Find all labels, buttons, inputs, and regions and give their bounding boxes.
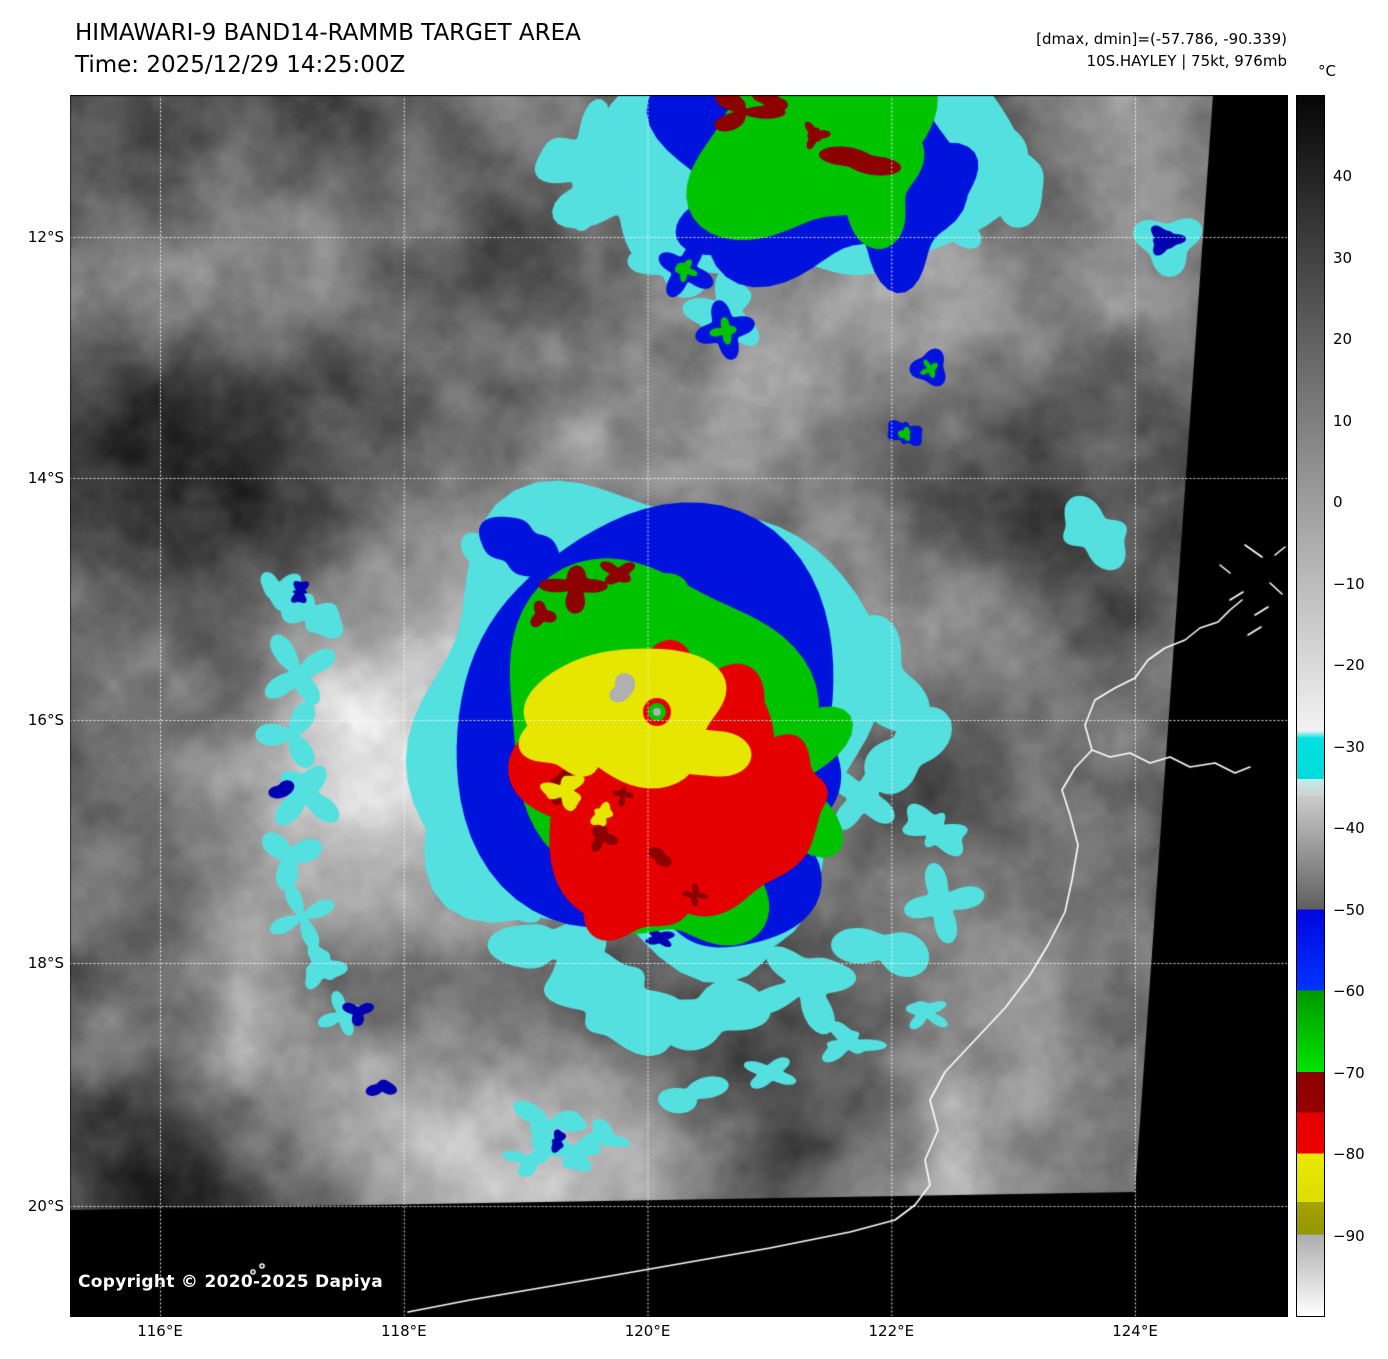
- header-info: [dmax, dmin]=(-57.786, -90.339) 10S.HAYL…: [1036, 28, 1287, 72]
- lat-tick-label: 20°S: [27, 1197, 64, 1215]
- lon-tick-label: 120°E: [624, 1322, 671, 1340]
- colorbar-tick-label: −40: [1333, 819, 1365, 838]
- colorbar-tick-label: 0: [1333, 493, 1343, 512]
- colorbar-tick-label: −20: [1333, 656, 1365, 675]
- colorbar-tick-label: −90: [1333, 1226, 1365, 1245]
- lon-tick-label: 122°E: [868, 1322, 915, 1340]
- colorbar-tick-label: 40: [1333, 167, 1353, 186]
- lon-tick-label: 124°E: [1112, 1322, 1158, 1340]
- colorbar: [1296, 95, 1325, 1317]
- colorbar-tick-label: −10: [1333, 574, 1365, 593]
- copyright-label: Copyright © 2020-2025 Dapiya: [78, 1272, 383, 1292]
- lon-tick-label: 116°E: [137, 1322, 183, 1340]
- colorbar-tick-label: 10: [1333, 411, 1353, 430]
- colorbar-tick-label: −60: [1333, 982, 1365, 1001]
- storm-info-label: 10S.HAYLEY | 75kt, 976mb: [1086, 52, 1287, 70]
- colorbar-tick-label: 20: [1333, 330, 1353, 349]
- colorbar-tick-label: −80: [1333, 1145, 1365, 1164]
- colorbar-tick-label: −50: [1333, 900, 1365, 919]
- lat-tick-label: 14°S: [27, 469, 64, 487]
- satellite-map-image: [70, 95, 1288, 1317]
- time-label: Time: 2025/12/29 14:25:00Z: [75, 52, 406, 78]
- lon-tick-label: 118°E: [380, 1322, 427, 1340]
- colorbar-tick-label: 30: [1333, 248, 1353, 267]
- product-title: HIMAWARI-9 BAND14-RAMMB TARGET AREA: [75, 20, 581, 46]
- colorbar-unit-label: °C: [1318, 62, 1336, 80]
- colorbar-tick-label: −30: [1333, 737, 1365, 756]
- dmax-dmin-label: [dmax, dmin]=(-57.786, -90.339): [1036, 30, 1287, 48]
- lat-tick-label: 16°S: [27, 711, 64, 729]
- lat-tick-label: 12°S: [27, 228, 64, 246]
- lat-tick-label: 18°S: [27, 954, 64, 972]
- colorbar-tick-label: −70: [1333, 1063, 1365, 1082]
